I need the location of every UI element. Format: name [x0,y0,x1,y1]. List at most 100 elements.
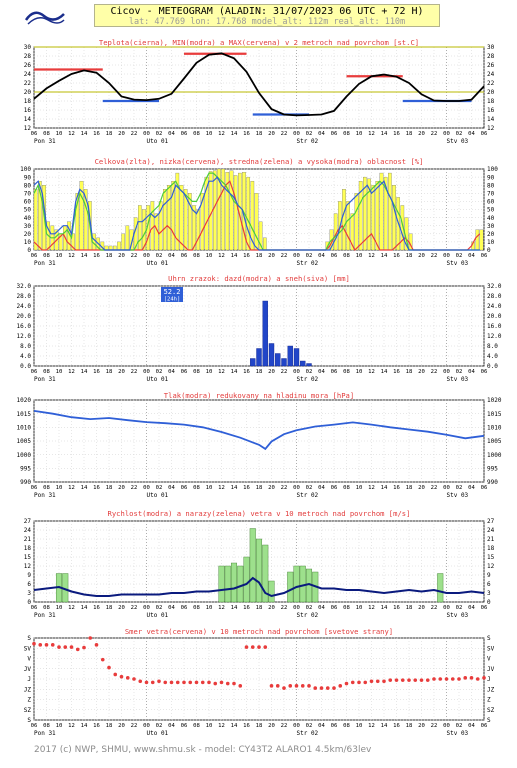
y-tick-left: 22 [24,80,32,87]
y-tick-left: J [27,676,31,683]
x-tick-hour: 04 [318,723,325,729]
total-cloud-bar [367,178,371,251]
x-tick-hour: 18 [406,369,413,375]
x-tick-hour: 06 [481,253,488,259]
x-tick-hour: 02 [156,131,163,137]
y-tick-right: 28 [487,53,495,60]
wind-direction-point [163,680,168,685]
wind-direction-point [307,684,311,688]
wind-direction-point [75,647,80,652]
wind-direction-point [350,680,355,685]
x-tick-hour: 00 [443,369,450,375]
gust-bar [249,528,256,603]
wind-direction-point [94,643,99,647]
x-tick-hour: 14 [231,369,238,375]
x-tick-hour: 22 [281,253,288,259]
x-tick-hour: 22 [281,723,288,729]
panel-1-title: Teplota(cierna), MIN(modra) a MAX(cerven… [99,38,419,47]
x-tick-hour: 10 [356,131,363,137]
y-tick-left: 26 [24,62,32,69]
wind-direction-point [382,679,386,684]
gust-bar [255,538,263,603]
wind-direction-point [469,676,474,680]
total-cloud-bar [71,233,75,251]
x-tick-hour: 02 [456,485,463,491]
x-tick-hour: 02 [306,723,313,729]
y-tick-left: 28 [24,53,32,60]
x-tick-hour: 12 [218,253,225,259]
total-cloud-bar [392,185,396,251]
x-tick-hour: 04 [318,253,325,259]
gust-bar [243,556,250,603]
x-tick-hour: 00 [293,369,300,375]
x-tick-hour: 04 [168,605,175,611]
gust-bar [287,571,294,603]
y-tick-left: 80 [24,182,32,189]
y-tick-right: 1005 [487,438,502,445]
wind-direction-point [188,680,193,685]
x-tick-day: Pon 31 [34,730,56,737]
x-tick-hour: 10 [206,253,213,259]
y-tick-right: 12.0 [487,333,502,340]
wind-direction-point [375,679,380,684]
rain-bar [287,345,293,367]
y-tick-left: 1015 [17,411,32,418]
wind-direction-point [294,684,299,688]
x-tick-hour: 04 [318,369,325,375]
x-tick-hour: 16 [93,131,100,137]
x-tick-hour: 04 [318,605,325,611]
x-tick-day: Uto 01 [147,376,169,383]
x-tick-hour: 04 [468,253,475,259]
y-tick-right: 995 [487,466,498,473]
x-tick-hour: 00 [143,723,150,729]
total-cloud-bar [221,168,225,251]
x-tick-hour: 06 [181,131,188,137]
x-tick-hour: 06 [481,485,488,491]
x-tick-hour: 10 [206,485,213,491]
x-tick-hour: 04 [468,369,475,375]
precip-total-period: [24h] [164,297,181,303]
total-cloud-bar [346,201,350,251]
x-tick-hour: 14 [81,253,88,259]
rain-bar [268,343,275,367]
total-cloud-bar [142,209,146,251]
x-tick-hour: 02 [456,131,463,137]
footer-credit: 2017 (c) NWP, SHMU, www.shmu.sk - model:… [34,745,372,755]
x-tick-hour: 20 [268,369,275,375]
x-tick-hour: 08 [193,605,200,611]
x-tick-day: Uto 01 [147,260,169,267]
y-tick-right: 12 [487,125,495,132]
wind-direction-point [232,681,236,686]
x-tick-hour: 10 [56,485,63,491]
total-cloud-bar [196,209,200,251]
x-tick-hour: 14 [381,253,388,259]
total-cloud-bar [479,229,484,251]
total-cloud-bar [163,189,167,251]
y-tick-left: 0 [27,247,31,254]
x-tick-hour: 08 [43,131,50,137]
x-tick-hour: 14 [381,131,388,137]
precip-total-box [161,287,183,302]
x-tick-day: Stv 03 [447,376,469,383]
wind-direction-point [107,665,111,670]
y-tick-left: 0 [27,599,31,606]
panel-6-title: Smer vetra(cervena) v 10 metroch nad pov… [125,627,393,636]
x-tick-hour: 08 [193,253,200,259]
x-tick-hour: 16 [93,485,100,491]
total-cloud-bar [150,201,155,251]
x-tick-hour: 10 [56,253,63,259]
x-tick-hour: 04 [168,723,175,729]
x-tick-hour: 00 [293,485,300,491]
y-tick-right: 20 [487,231,495,238]
rain-bar [250,358,256,367]
wind-direction-point [463,676,468,680]
x-tick-hour: 20 [418,485,425,491]
x-tick-hour: 20 [118,485,125,491]
x-tick-hour: 02 [156,485,163,491]
x-tick-hour: 14 [381,723,388,729]
x-tick-hour: 00 [143,605,150,611]
y-tick-right: S [487,635,491,642]
y-tick-left: 24.0 [17,303,32,310]
x-tick-hour: 18 [406,131,413,137]
x-tick-hour: 14 [231,253,238,259]
